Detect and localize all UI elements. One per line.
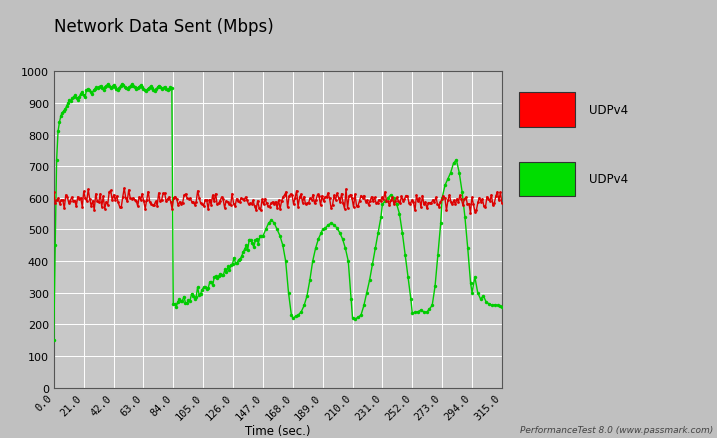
Text: UDPv4: UDPv4 xyxy=(589,104,629,117)
Bar xyxy=(519,93,575,127)
Bar xyxy=(519,162,575,197)
Text: PerformanceTest 8.0 (www.passmark.com): PerformanceTest 8.0 (www.passmark.com) xyxy=(520,424,713,434)
Text: UDPv4: UDPv4 xyxy=(589,173,629,186)
X-axis label: Time (sec.): Time (sec.) xyxy=(245,424,310,437)
Text: Network Data Sent (Mbps): Network Data Sent (Mbps) xyxy=(54,18,273,35)
